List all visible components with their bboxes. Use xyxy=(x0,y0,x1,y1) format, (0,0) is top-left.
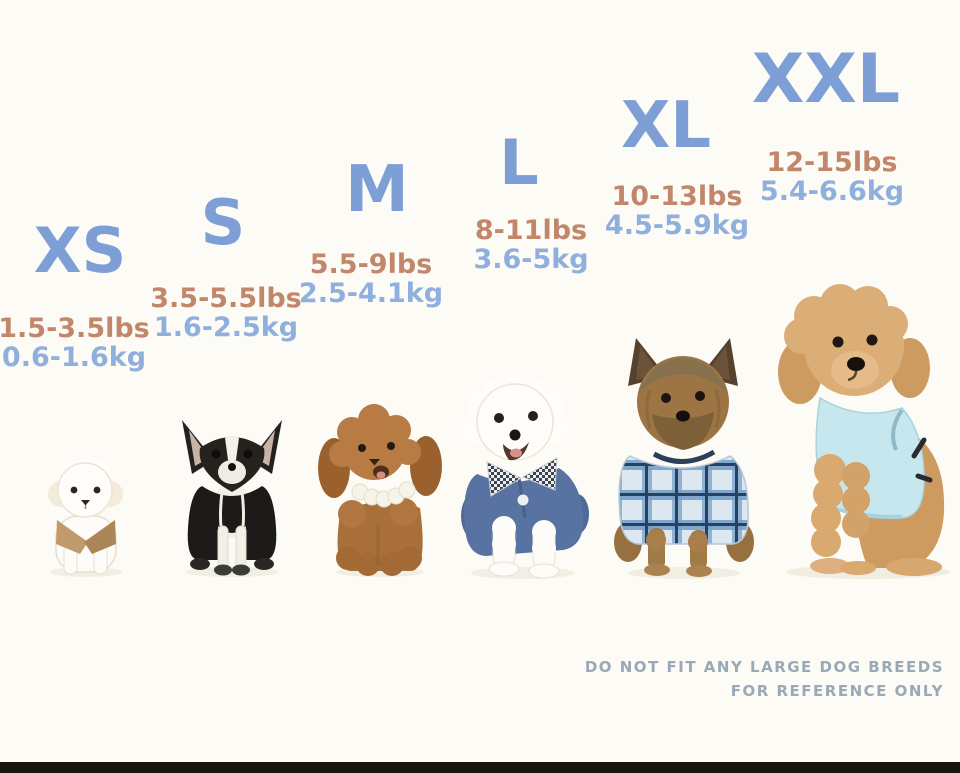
weight-kg-xxl: 5.4-6.6kg xyxy=(759,176,905,208)
dog-photo-m xyxy=(312,402,450,578)
weight-kg-s: 1.6-2.5kg xyxy=(153,312,299,344)
dog-photo-s xyxy=(162,408,302,578)
weight-lbs-xxl: 12-15lbs xyxy=(766,147,898,178)
bottom-edge-strip xyxy=(0,762,960,773)
weight-lbs-l: 8-11lbs xyxy=(474,215,588,246)
weight-kg-xl: 4.5-5.9kg xyxy=(604,210,750,242)
weight-kg-xs: 0.6-1.6kg xyxy=(1,342,147,374)
size-label-m: M xyxy=(345,153,409,227)
weights-s: 3.5-5.5lbs 1.6-2.5kg xyxy=(150,284,302,342)
dog-photo-xs xyxy=(28,452,143,578)
weight-lbs-xl: 10-13lbs xyxy=(611,181,743,212)
chihuahua-illustration xyxy=(182,420,282,577)
weight-lbs-m: 5.5-9lbs xyxy=(309,249,433,280)
disclaimer-line-2: FOR REFERENCE ONLY xyxy=(730,682,944,700)
weights-xxl: 12-15lbs 5.4-6.6kg xyxy=(760,148,904,206)
weights-xs: 1.5-3.5lbs 0.6-1.6kg xyxy=(0,314,150,372)
size-label-l: L xyxy=(499,126,539,199)
size-label-s: S xyxy=(200,186,246,259)
size-label-xs: XS xyxy=(33,214,127,287)
weights-xl: 10-13lbs 4.5-5.9kg xyxy=(605,182,749,240)
dog-photo-xl xyxy=(602,330,764,580)
dog-photo-l xyxy=(443,376,601,580)
disclaimer-line-1: DO NOT FIT ANY LARGE DOG BREEDS xyxy=(584,658,944,676)
weight-kg-l: 3.6-5kg xyxy=(473,244,589,276)
size-label-xxl: XXL xyxy=(751,40,901,119)
size-label-xl: XL xyxy=(620,89,712,163)
disclaimer: DO NOT FIT ANY LARGE DOG BREEDS FOR REFE… xyxy=(585,655,944,703)
weights-l: 8-11lbs 3.6-5kg xyxy=(473,216,588,274)
bichon-illustration xyxy=(461,376,589,579)
weights-m: 5.5-9lbs 2.5-4.1kg xyxy=(299,250,443,308)
weight-kg-m: 2.5-4.1kg xyxy=(298,278,444,310)
poodle-illustration xyxy=(778,284,950,579)
weight-lbs-s: 3.5-5.5lbs xyxy=(150,283,302,314)
weight-lbs-xs: 1.5-3.5lbs xyxy=(0,313,150,344)
toy-poodle-illustration xyxy=(318,404,442,577)
yorkie-illustration xyxy=(614,338,754,579)
white-puppy-illustration xyxy=(48,455,123,577)
dog-photo-xxl xyxy=(756,280,960,580)
